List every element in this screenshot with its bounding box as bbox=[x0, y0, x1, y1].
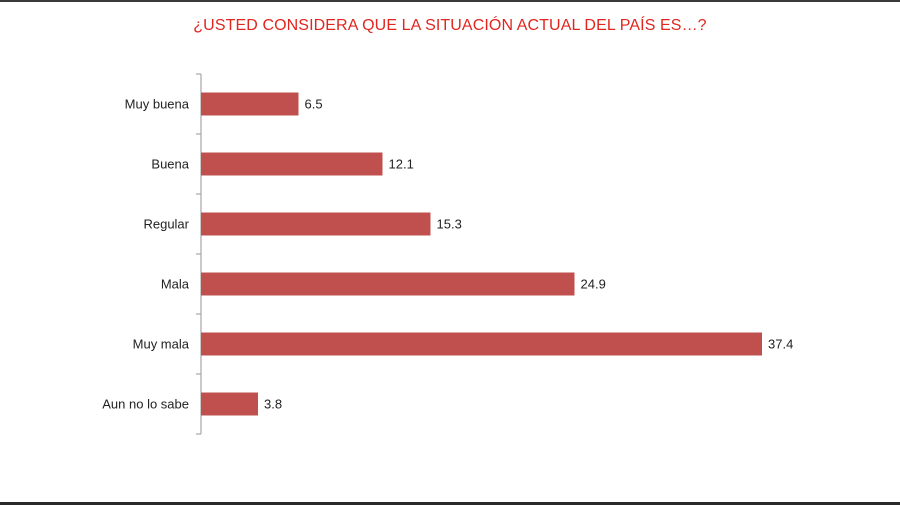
bar bbox=[201, 152, 383, 176]
bar bbox=[201, 332, 762, 356]
labels: Muy buena 6.5 Buena 12.1 Regular 15.3 Mala 24.9… bbox=[102, 97, 793, 412]
category-label: Aun no lo sabe bbox=[102, 397, 189, 412]
category-label: Muy buena bbox=[125, 97, 190, 112]
category-label: Buena bbox=[151, 157, 189, 172]
data-label: 15.3 bbox=[437, 217, 462, 232]
bottom-border bbox=[0, 502, 900, 505]
axis bbox=[196, 73, 202, 435]
chart-title: ¿USTED CONSIDERA QUE LA SITUACIÓN ACTUAL… bbox=[193, 17, 707, 34]
data-label: 37.4 bbox=[768, 337, 793, 352]
bar bbox=[201, 272, 575, 296]
category-label: Regular bbox=[143, 217, 189, 232]
bars bbox=[201, 92, 762, 416]
bar bbox=[201, 212, 431, 236]
data-label: 6.5 bbox=[305, 97, 323, 112]
data-label: 12.1 bbox=[389, 157, 414, 172]
data-label: 3.8 bbox=[264, 397, 282, 412]
bar bbox=[201, 392, 258, 416]
data-label: 24.9 bbox=[581, 277, 606, 292]
bar bbox=[201, 92, 299, 116]
category-label: Mala bbox=[161, 277, 190, 292]
category-label: Muy mala bbox=[133, 337, 190, 352]
top-border bbox=[0, 0, 900, 2]
